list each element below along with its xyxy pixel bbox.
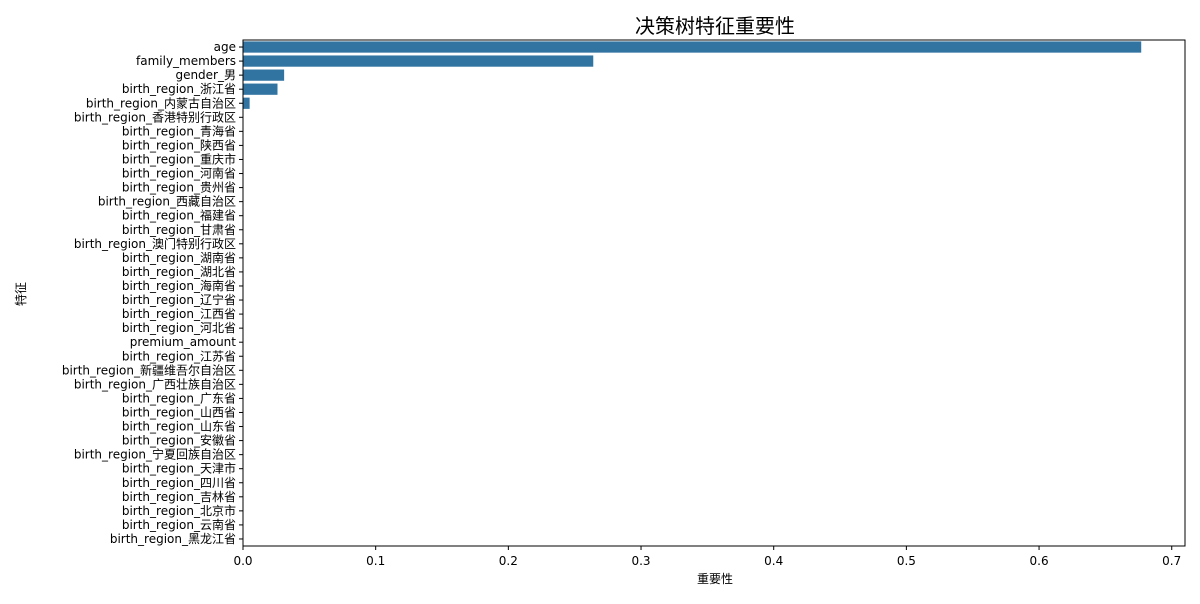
y-tick-label: birth_region_黑龙江省 — [110, 532, 236, 546]
y-tick-label: birth_region_湖南省 — [122, 250, 236, 265]
chart-title: 决策树特征重要性 — [635, 14, 795, 38]
x-tick-label: 0.4 — [764, 554, 783, 568]
x-ticks: 0.0 0.1 0.2 0.3 0.4 0.5 0.6 0.7 — [233, 546, 1181, 568]
y-tick-label: birth_region_江苏省 — [122, 349, 236, 363]
y-tick-label: age — [214, 40, 236, 54]
y-tick-label: birth_region_湖北省 — [122, 264, 236, 279]
x-tick-label: 0.6 — [1030, 554, 1049, 568]
y-tick-label: birth_region_云南省 — [122, 517, 236, 532]
plot-frame — [242, 39, 1186, 547]
y-tick-label: birth_region_香港特别行政区 — [74, 109, 236, 124]
y-tick-label: birth_region_西藏自治区 — [98, 195, 236, 209]
y-tick-label: premium_amount — [130, 335, 237, 349]
x-tick-label: 0.3 — [631, 554, 650, 568]
y-tick-label: birth_region_辽宁省 — [122, 292, 236, 307]
y-tick-label: birth_region_河北省 — [122, 321, 236, 335]
x-tick-label: 0.7 — [1162, 554, 1181, 568]
y-tick-label: birth_region_广东省 — [122, 391, 236, 405]
y-ticks: agefamily_membersgender_男birth_region_浙江… — [62, 40, 243, 546]
y-tick-label: birth_region_北京市 — [122, 503, 236, 518]
x-tick-label: 0.1 — [366, 554, 385, 568]
y-tick-label: birth_region_广西壮族自治区 — [74, 377, 236, 391]
y-tick-label: birth_region_新疆维吾尔自治区 — [62, 362, 236, 377]
y-tick-label: birth_region_海南省 — [122, 278, 236, 293]
x-tick-label: 0.2 — [499, 554, 518, 568]
bar-3 — [243, 83, 278, 95]
x-tick-label: 0.0 — [233, 554, 252, 568]
y-tick-label: birth_region_贵州省 — [122, 181, 236, 195]
y-tick-label: birth_region_安徽省 — [122, 433, 236, 448]
y-tick-label: gender_男 — [175, 68, 236, 82]
y-tick-label: birth_region_重庆市 — [122, 151, 236, 166]
bar-4 — [243, 97, 250, 109]
bars — [243, 41, 1142, 109]
x-axis-label: 重要性 — [697, 572, 733, 586]
y-tick-label: birth_region_内蒙古自治区 — [86, 95, 236, 110]
y-axis-label: 特征 — [13, 282, 28, 306]
y-tick-label: birth_region_江西省 — [122, 307, 236, 321]
x-tick-label: 0.5 — [897, 554, 916, 568]
y-tick-label: birth_region_宁夏回族自治区 — [74, 447, 236, 462]
y-tick-label: birth_region_四川省 — [122, 476, 236, 490]
y-tick-label: birth_region_山东省 — [122, 420, 236, 434]
bar-1 — [243, 55, 594, 67]
bar-2 — [243, 69, 285, 81]
y-tick-label: birth_region_福建省 — [122, 208, 236, 223]
y-tick-label: birth_region_青海省 — [122, 123, 236, 138]
y-tick-label: birth_region_河南省 — [122, 166, 236, 181]
y-tick-label: birth_region_甘肃省 — [122, 223, 236, 237]
y-tick-label: birth_region_浙江省 — [122, 82, 236, 96]
y-tick-label: family_members — [136, 54, 236, 68]
y-tick-label: birth_region_陕西省 — [122, 137, 236, 152]
y-tick-label: birth_region_山西省 — [122, 405, 236, 419]
y-tick-label: birth_region_澳门特别行政区 — [74, 236, 236, 251]
bar-0 — [243, 41, 1142, 53]
y-tick-label: birth_region_天津市 — [122, 461, 236, 476]
y-tick-label: birth_region_吉林省 — [122, 490, 236, 504]
